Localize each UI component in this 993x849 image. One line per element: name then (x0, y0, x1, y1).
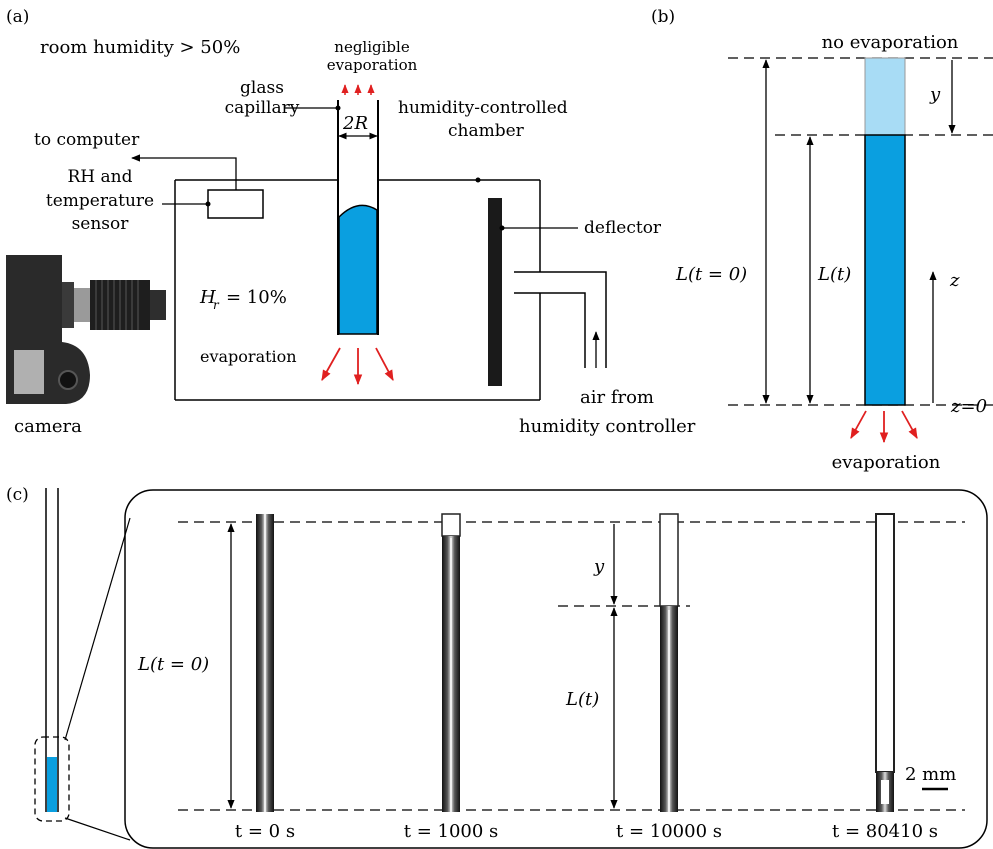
camera-label: camera (14, 416, 82, 437)
air-label-line2: humidity controller (519, 416, 696, 437)
time-label-2: t = 10000 s (616, 821, 722, 842)
panel-c-dashed-lines (178, 521, 965, 811)
evaporation-label-b: evaporation (832, 452, 941, 473)
no-evaporation-label: no evaporation (822, 32, 959, 53)
water-column-b (864, 134, 906, 406)
evaporated-region (864, 57, 906, 136)
scale-bar-label: 2 mm (905, 764, 956, 785)
tube-t80410 (875, 513, 895, 812)
time-label-0: t = 0 s (235, 821, 295, 842)
chamber-label-line1: humidity-controlled (398, 98, 568, 118)
capillary-water (338, 204, 378, 335)
panel-b: (b) no evaporation L(t = 0) L(t) y z z=0… (651, 7, 993, 473)
z-label: z (949, 270, 960, 291)
sensor-label-line1: RH and (68, 167, 133, 187)
air-inlet-pipe (514, 271, 607, 368)
glass-label-line1: glass (240, 78, 284, 98)
tube-t0 (256, 514, 274, 812)
to-computer-label: to computer (34, 130, 140, 150)
evaporation-red-arrows-a (321, 347, 394, 386)
panel-b-label: (b) (651, 7, 675, 27)
room-humidity-label: room humidity > 50% (40, 37, 240, 58)
zoom-region (34, 736, 70, 822)
time-label-1: t = 1000 s (404, 821, 499, 842)
thumb-water (47, 757, 57, 812)
panel-c-label: (c) (6, 485, 29, 505)
zoom-line-top (64, 517, 131, 741)
to-computer-arrow (131, 154, 237, 190)
tube-t10000 (659, 513, 679, 812)
time-label-3: t = 80410 s (832, 821, 938, 842)
zoom-line-bottom (64, 817, 131, 841)
zoom-frame (124, 489, 988, 849)
hr-subscript: r (213, 298, 220, 312)
two-r-label: 2R (342, 113, 368, 134)
chamber-leader-dot (475, 177, 481, 183)
tube-t1000 (441, 513, 461, 812)
sensor-label-line2: temperature (46, 191, 154, 211)
air-label-line1: air from (580, 387, 654, 408)
evaporation-red-arrows-b (850, 410, 918, 444)
l0-label-c: L(t = 0) (137, 654, 209, 675)
panel-c: (c) (6, 485, 988, 849)
evaporation-label-a: evaporation (200, 347, 297, 366)
glass-label-line2: capillary (225, 98, 300, 118)
sensor-leader-dot (205, 201, 211, 207)
panel-a: (a) room humidity > 50% negligible evapo… (6, 7, 696, 437)
y-label-b: y (929, 84, 941, 105)
top-small-red-arrows (341, 84, 375, 95)
negligible-evaporation-line1: negligible (334, 38, 410, 56)
z0-label: z=0 (950, 396, 987, 417)
panel-b-dashed-lines (728, 57, 993, 406)
deflector-label: deflector (584, 218, 662, 238)
negligible-evaporation-line2: evaporation (327, 56, 418, 74)
lt-label-c: L(t) (565, 689, 599, 710)
camera-icon (6, 255, 166, 404)
humidity-chamber (174, 179, 541, 401)
lt-label-b: L(t) (817, 264, 851, 285)
deflector-plate (488, 198, 502, 386)
panel-a-label: (a) (6, 7, 29, 27)
sensor-label-line3: sensor (72, 214, 130, 234)
hr-symbol: H (199, 287, 216, 308)
sensor-box (207, 189, 264, 219)
l0-label-b: L(t = 0) (675, 264, 747, 285)
y-label-c: y (593, 556, 605, 577)
deflector-leader-dot (499, 225, 505, 231)
chamber-label-line2: chamber (448, 121, 525, 141)
hr-value: = 10% (226, 287, 287, 308)
